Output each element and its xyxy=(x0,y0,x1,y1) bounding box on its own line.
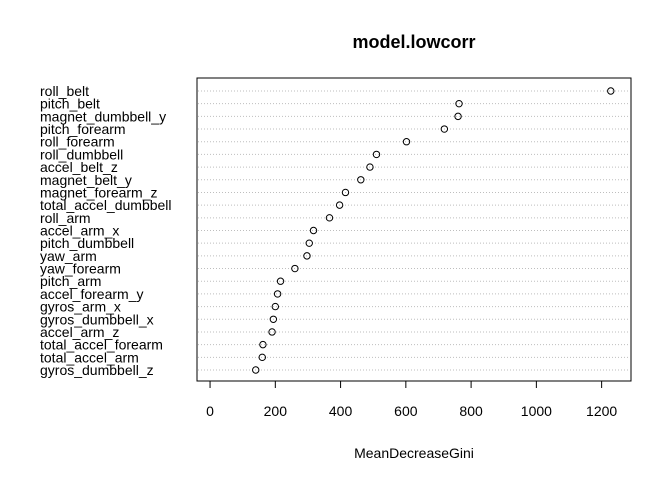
data-point xyxy=(325,214,334,222)
data-point xyxy=(341,188,350,197)
data-point xyxy=(309,226,318,235)
variable-label: roll_belt xyxy=(40,83,89,99)
data-point xyxy=(252,366,260,374)
variable-label: total_accel_arm xyxy=(40,349,139,365)
x-tick-label: 0 xyxy=(206,403,214,419)
variable-label: yaw_arm xyxy=(40,248,97,264)
variable-label: magnet_dumbbell_y xyxy=(40,108,166,124)
x-axis: 0 200 400 600 800 1000 1200 xyxy=(206,380,617,419)
variable-label: accel_forearm_y xyxy=(40,286,144,302)
x-tick-label: 800 xyxy=(459,403,483,419)
x-tick-label: 1200 xyxy=(586,403,617,419)
data-point xyxy=(402,138,411,146)
chart-title: model.lowcorr xyxy=(352,32,475,52)
plot-frame xyxy=(196,77,632,382)
data-point xyxy=(291,264,299,273)
variable-label: pitch_belt xyxy=(40,96,100,112)
variable-label: total_accel_dumbbell xyxy=(40,197,172,213)
data-point xyxy=(259,340,267,349)
data-point xyxy=(276,277,285,285)
variable-label: pitch_dumbbell xyxy=(40,235,134,251)
data-point xyxy=(440,125,449,133)
variable-label: magnet_forearm_z xyxy=(40,184,158,200)
data-point xyxy=(357,176,365,184)
data-points xyxy=(252,87,615,374)
variable-label: accel_arm_z xyxy=(40,324,119,340)
x-tick-label: 1000 xyxy=(521,403,552,419)
variable-label: pitch_arm xyxy=(40,273,101,289)
variable-label: yaw_forearm xyxy=(40,261,121,277)
data-point xyxy=(455,99,463,108)
data-point xyxy=(268,328,276,336)
variable-labels: roll_beltpitch_beltmagnet_dumbbell_ypitc… xyxy=(40,83,172,378)
variable-label: roll_dumbbell xyxy=(40,146,123,162)
data-point xyxy=(454,112,462,121)
variable-label: magnet_belt_y xyxy=(40,172,132,188)
variable-label: accel_arm_x xyxy=(40,223,119,239)
variable-label: pitch_forearm xyxy=(40,121,126,137)
data-point xyxy=(269,315,278,323)
data-point xyxy=(366,163,374,171)
data-point xyxy=(258,353,266,362)
variable-label: roll_forearm xyxy=(40,134,115,150)
data-point xyxy=(607,87,615,95)
grid-lines xyxy=(198,90,630,371)
variable-label: total_accel_forearm xyxy=(40,337,163,353)
data-point xyxy=(305,239,313,247)
x-tick-label: 600 xyxy=(394,403,418,419)
variable-label: gyros_dumbbell_x xyxy=(40,311,154,327)
data-point xyxy=(271,302,280,311)
variable-label: roll_arm xyxy=(40,210,91,226)
data-point xyxy=(303,252,311,260)
variable-label: accel_belt_z xyxy=(40,159,118,175)
variable-label: gyros_arm_x xyxy=(40,299,121,315)
x-tick-label: 200 xyxy=(264,403,288,419)
x-axis-label: MeanDecreaseGini xyxy=(354,445,474,461)
x-tick-label: 400 xyxy=(329,403,353,419)
data-point xyxy=(335,201,344,209)
variable-label: gyros_dumbbell_z xyxy=(40,362,154,378)
data-point xyxy=(372,150,381,159)
data-point xyxy=(273,290,282,298)
